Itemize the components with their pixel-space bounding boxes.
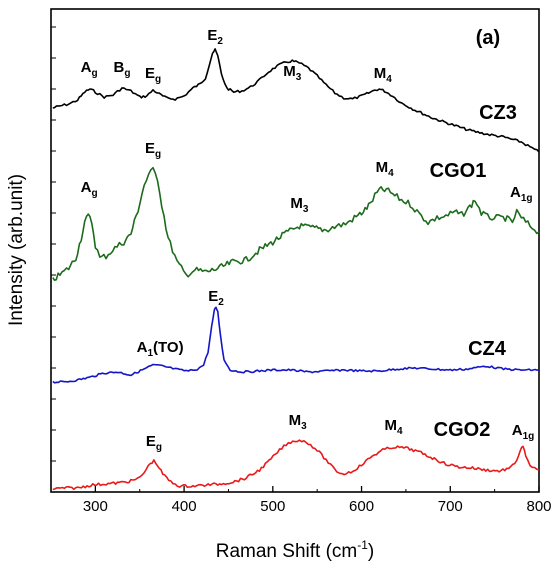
peak-label: Bg	[114, 59, 131, 79]
peak-label-base: A	[137, 339, 148, 356]
series-line-cz3	[52, 48, 540, 153]
peak-label-base: B	[114, 59, 125, 76]
series-label: CZ4	[468, 338, 507, 360]
series-label: CGO1	[430, 160, 487, 182]
peak-label: A1g	[512, 422, 535, 442]
x-axis-title: Raman Shift (cm-1)	[216, 538, 374, 562]
peak-label-base: E	[145, 140, 155, 157]
peak-label-sub: 4	[397, 426, 403, 437]
x-tick-label: 600	[349, 498, 374, 515]
peak-label-base: M	[283, 63, 296, 80]
peak-label-base: M	[374, 65, 387, 82]
peak-label-base: M	[384, 417, 397, 434]
peak-label-sub: g	[155, 74, 161, 85]
peak-label: M3	[289, 412, 308, 432]
x-tick-label: 700	[438, 498, 463, 515]
peak-label-base: E	[145, 65, 155, 82]
x-tick-label: 300	[83, 498, 108, 515]
peak-label-base: E	[207, 27, 217, 44]
peak-label: Ag	[81, 179, 98, 199]
peak-label: Eg	[145, 140, 161, 160]
peak-label: M3	[290, 195, 309, 215]
y-axis-title: Intensity (arb.unit)	[6, 174, 27, 326]
peak-label: M4	[384, 417, 403, 437]
peak-label-base: A	[510, 184, 521, 201]
peak-label-sub: 1g	[523, 431, 535, 442]
peak-label: Eg	[145, 65, 161, 85]
peak-label-sub: 4	[386, 74, 392, 85]
peak-label: A1(TO)	[137, 339, 184, 359]
peak-label-tail: (TO)	[153, 339, 184, 356]
peak-label: M4	[374, 65, 393, 85]
peak-label-base: M	[376, 159, 389, 176]
series-label: CGO2	[434, 419, 491, 441]
x-tick-label: 800	[526, 498, 551, 515]
series-line-cgo2	[52, 439, 540, 491]
peak-label-base: A	[81, 59, 92, 76]
peak-label-sub: g	[92, 188, 98, 199]
peak-label-base: E	[146, 433, 156, 450]
peak-label: E2	[207, 27, 223, 47]
x-axis: 300 400 500 600 700 800	[50, 486, 552, 515]
peak-label: M3	[283, 63, 302, 83]
peak-label-base: M	[290, 195, 303, 212]
peak-label: Ag	[81, 59, 98, 79]
peak-label-sub: 4	[388, 168, 394, 179]
peak-label-sub: g	[124, 68, 130, 79]
peak-label-sub: g	[156, 442, 162, 453]
peak-label-sub: g	[155, 149, 161, 160]
x-tick-label: 400	[172, 498, 197, 515]
panel-label: (a)	[476, 27, 500, 49]
series-labels: CZ3 CGO1 CZ4 CGO2	[430, 102, 517, 441]
peak-label-sub: 1g	[521, 193, 533, 204]
peak-label-sub: g	[92, 68, 98, 79]
y-axis	[51, 26, 56, 462]
series-label: CZ3	[479, 102, 517, 124]
peak-label-sub: 3	[296, 72, 302, 83]
plot-frame	[50, 8, 540, 493]
peak-label-sub: 3	[301, 421, 307, 432]
x-tick-label: 500	[260, 498, 285, 515]
x-axis-title-main: Raman Shift (cm	[216, 541, 357, 562]
peak-label-sub: 2	[218, 297, 224, 308]
peak-label-base: A	[81, 179, 92, 196]
x-axis-title-sup: -1	[357, 538, 368, 552]
series-line-cgo1	[52, 166, 540, 282]
series-line-cz4	[52, 306, 540, 384]
peak-label-base: M	[289, 412, 302, 429]
peak-label-base: E	[208, 288, 218, 305]
peak-label: Eg	[146, 433, 162, 453]
peak-label-sub: 3	[303, 204, 309, 215]
peak-label-sub: 1	[147, 348, 153, 359]
peak-label-sub: 2	[217, 36, 223, 47]
peak-label: M4	[376, 159, 395, 179]
peak-label: E2	[208, 288, 224, 308]
peak-label: A1g	[510, 184, 533, 204]
x-axis-title-tail: )	[368, 541, 374, 562]
series-layer	[52, 48, 540, 491]
peak-label-base: A	[512, 422, 523, 439]
